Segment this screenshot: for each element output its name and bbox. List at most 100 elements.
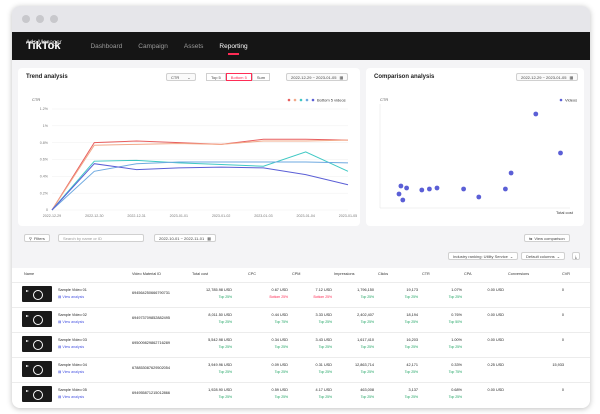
rank-badge: Top 75% (448, 370, 462, 374)
calendar-icon: ▦ (207, 235, 211, 241)
segment-top5[interactable]: Top 5 (206, 73, 226, 81)
scatter-point[interactable] (508, 170, 514, 176)
video-material-id: 694973709852882495 (132, 316, 171, 320)
table-row[interactable]: Sample Video 02 ▤ View analysis 6949737098… (12, 307, 590, 329)
header-video-id[interactable]: Video Material ID (132, 272, 162, 276)
window-dot-icon[interactable] (50, 15, 58, 23)
nav-campaign[interactable]: Campaign (138, 42, 168, 50)
cell-impressions: 12,863,714 (354, 363, 374, 367)
scatter-point[interactable] (434, 185, 440, 191)
series-line[interactable] (51, 161, 349, 211)
industry-ranking-select[interactable]: Industry ranking: Utility Service ⌄ (448, 252, 519, 260)
video-thumbnail[interactable] (22, 286, 52, 302)
y-tick-label: 0.2% (40, 191, 49, 195)
scatter-point[interactable] (400, 197, 406, 203)
cell-ctr: 0.76% (451, 313, 462, 317)
table-row[interactable]: Sample Video 01 ▤ View analysis 6945642506… (12, 282, 590, 304)
columns-select[interactable]: Default columns ⌄ (521, 252, 566, 260)
comparison-legend-label: Videos (565, 98, 577, 103)
rank-badge: Top 25% (218, 345, 232, 349)
series-line[interactable] (51, 139, 349, 211)
view-comparison-button[interactable]: ⇆ View comparison (524, 234, 570, 242)
video-thumbnail[interactable] (22, 311, 52, 327)
window-dot-icon[interactable] (36, 15, 44, 23)
filters-button[interactable]: ⚲ Filters (24, 234, 50, 242)
segment-bottom5[interactable]: Bottom 5 (225, 73, 252, 81)
metric-select[interactable]: CTR ⌄ (166, 73, 196, 81)
scatter-point[interactable] (461, 186, 466, 192)
table-row[interactable]: Sample Video 04 ▤ View analysis 6788530876… (12, 357, 590, 379)
cell-conversions: 0 (561, 313, 564, 317)
x-tick-label: 2022-12-30 (85, 214, 103, 218)
video-thumbnail[interactable] (22, 361, 52, 377)
x-tick-label: 2023-01-04 (297, 214, 315, 218)
scatter-point[interactable] (503, 186, 508, 192)
cell-clicks: 19,173 (406, 288, 418, 292)
scatter-point[interactable] (427, 186, 432, 192)
view-analysis-link[interactable]: ▤ View analysis (58, 295, 85, 299)
scatter-point[interactable] (404, 185, 409, 191)
scatter-point[interactable] (419, 187, 425, 193)
export-button[interactable]: ⤓ (572, 252, 580, 260)
comparison-date-picker[interactable]: 2022-12-29 ~ 2023-01-05 ▦ (516, 73, 579, 81)
video-name[interactable]: Sample Video 01 (58, 288, 87, 292)
cell-conversions: 0 (561, 338, 564, 342)
table-date-picker[interactable]: 2022-10-01 ~ 2022-11-01 ▦ (154, 234, 216, 242)
view-analysis-link[interactable]: ▤ View analysis (58, 345, 85, 349)
series-line[interactable] (51, 151, 349, 211)
scatter-point[interactable] (533, 111, 539, 117)
comparison-chart: CTR Videos Total cost (379, 97, 577, 215)
header-cpa[interactable]: CPA (464, 272, 472, 276)
legend-dot-icon (287, 98, 291, 102)
video-material-id: 694564250666790731 (132, 291, 171, 295)
series-line[interactable] (51, 163, 349, 211)
scatter-point[interactable] (476, 194, 482, 200)
header-conversions[interactable]: Conversions (508, 272, 530, 276)
trend-date-picker[interactable]: 2022-12-29 ~ 2023-01-05 ▦ (286, 73, 349, 81)
rank-badge: Top 25% (318, 320, 332, 324)
table-row[interactable]: Sample Video 03 ▤ View analysis 6950098298… (12, 332, 590, 354)
logo[interactable]: TikTok Ads Manager (26, 40, 62, 52)
nav-reporting[interactable]: Reporting (219, 42, 248, 55)
header-cpm[interactable]: CPM (292, 272, 301, 276)
header-cpc[interactable]: CPC (248, 272, 257, 276)
rank-badge: Top 25% (218, 295, 232, 299)
video-name[interactable]: Sample Video 02 (58, 313, 87, 317)
cell-cpa: 0.25 USD (487, 363, 504, 367)
header-impressions[interactable]: Impressions (334, 272, 355, 276)
segment-sum[interactable]: Sum (251, 73, 271, 81)
cell-ctr: 0.33% (451, 363, 462, 367)
rank-badge: Top 25% (360, 320, 374, 324)
app-window: TikTok Ads Manager Dashboard Campaign As… (12, 6, 590, 408)
scatter-point[interactable] (398, 183, 404, 189)
rank-badge: Top 25% (218, 370, 232, 374)
scatter-point[interactable] (396, 191, 402, 197)
view-analysis-link[interactable]: ▤ View analysis (58, 370, 85, 374)
table-row[interactable]: Sample Video 05 ▤ View analysis 6949558712… (12, 382, 590, 404)
view-analysis-link[interactable]: ▤ View analysis (58, 395, 85, 399)
video-name[interactable]: Sample Video 05 (58, 388, 87, 392)
nav-assets[interactable]: Assets (183, 42, 204, 50)
cell-clicks: 42,171 (406, 363, 418, 367)
view-analysis-link[interactable]: ▤ View analysis (58, 320, 85, 324)
cell-cpa: 0.00 USD (487, 388, 504, 392)
cell-cpc: 0.67 USD (271, 288, 288, 292)
cell-cpm: 3.33 USD (315, 313, 332, 317)
header-total-cost[interactable]: Total cost (192, 272, 209, 276)
rank-badge: Top 25% (360, 345, 374, 349)
video-name[interactable]: Sample Video 03 (58, 338, 87, 342)
header-ctr[interactable]: CTR (422, 272, 430, 276)
rank-badge: Top 25% (274, 370, 288, 374)
comparison-x-label: Total cost (556, 210, 574, 215)
scatter-point[interactable] (558, 150, 563, 156)
search-input[interactable]: Search by name or ID (58, 234, 144, 242)
cell-conversions: 15,933 (552, 363, 564, 367)
video-name[interactable]: Sample Video 04 (58, 363, 87, 367)
video-thumbnail[interactable] (22, 386, 52, 402)
header-cvr[interactable]: CVR (562, 272, 571, 276)
video-thumbnail[interactable] (22, 336, 52, 352)
header-clicks[interactable]: Clicks (378, 272, 389, 276)
window-dot-icon[interactable] (22, 15, 30, 23)
header-name[interactable]: Name (24, 272, 35, 276)
nav-dashboard[interactable]: Dashboard (90, 42, 123, 50)
